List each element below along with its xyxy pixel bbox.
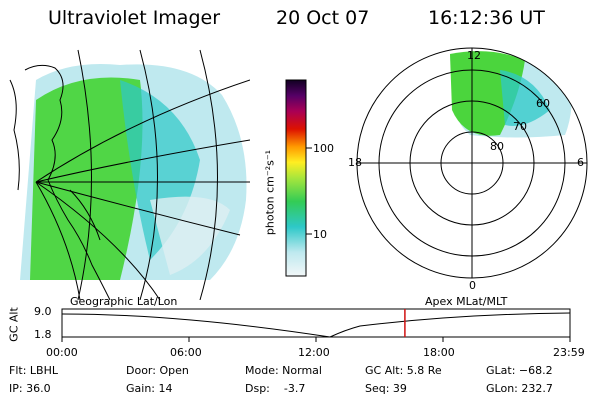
timeline-ytick-low: 1.8 — [34, 328, 52, 341]
mlat-label-80: 80 — [490, 140, 504, 153]
glat-info: GLat: −68.2 — [486, 364, 553, 377]
seq-info: Seq: 39 — [365, 382, 407, 395]
gain-info: Gain: 14 — [126, 382, 173, 395]
time-label: 16:12:36 UT — [428, 7, 545, 29]
door-info: Door: Open — [126, 364, 189, 377]
timeline-xtick-1800: 18:00 — [423, 346, 455, 359]
geographic-caption: Geographic Lat/Lon — [70, 295, 178, 308]
coastline-outline — [9, 64, 111, 300]
geographic-grid — [35, 49, 250, 300]
altitude-curve — [61, 312, 571, 338]
colorbar — [285, 79, 312, 277]
polar-grid — [356, 47, 588, 279]
filter-info: Flt: LBHL — [9, 364, 58, 377]
mlat-label-70: 70 — [513, 120, 527, 133]
date-label: 20 Oct 07 — [276, 7, 370, 29]
dsp-info: Dsp: -3.7 — [245, 382, 306, 395]
ip-info: IP: 36.0 — [9, 382, 51, 395]
colorbar-tick-10: 10 — [313, 228, 327, 241]
glon-info: GLon: 232.7 — [486, 382, 553, 395]
timeline-xtick-1200: 12:00 — [298, 346, 330, 359]
timeline-ytick-high: 9.0 — [34, 305, 52, 318]
colorbar-tick-100: 100 — [313, 142, 334, 155]
timeline-xtick-2359: 23:59 — [553, 346, 585, 359]
altitude-timeline — [61, 308, 571, 342]
timeline-xtick-0600: 06:00 — [170, 346, 202, 359]
geographic-image-panel — [9, 49, 250, 300]
timeline-xtick-0000: 00:00 — [46, 346, 78, 359]
mlt-label-18: 18 — [348, 156, 362, 169]
instrument-title: Ultraviolet Imager — [48, 7, 221, 29]
polar-mlat-mlt-plot — [356, 47, 588, 279]
mlt-label-6: 6 — [577, 156, 584, 169]
mode-info: Mode: Normal — [245, 364, 322, 377]
polar-aurora-image — [450, 51, 572, 138]
mlat-label-60: 60 — [536, 97, 550, 110]
gc-alt-info: GC Alt: 5.8 Re — [365, 364, 442, 377]
geographic-aurora-image — [20, 64, 247, 280]
mlt-label-12: 12 — [467, 49, 481, 62]
colorbar-unit-label: photon cm⁻²s⁻¹ — [263, 149, 277, 236]
mlt-label-0: 0 — [469, 279, 476, 292]
apex-caption: Apex MLat/MLT — [425, 295, 508, 308]
